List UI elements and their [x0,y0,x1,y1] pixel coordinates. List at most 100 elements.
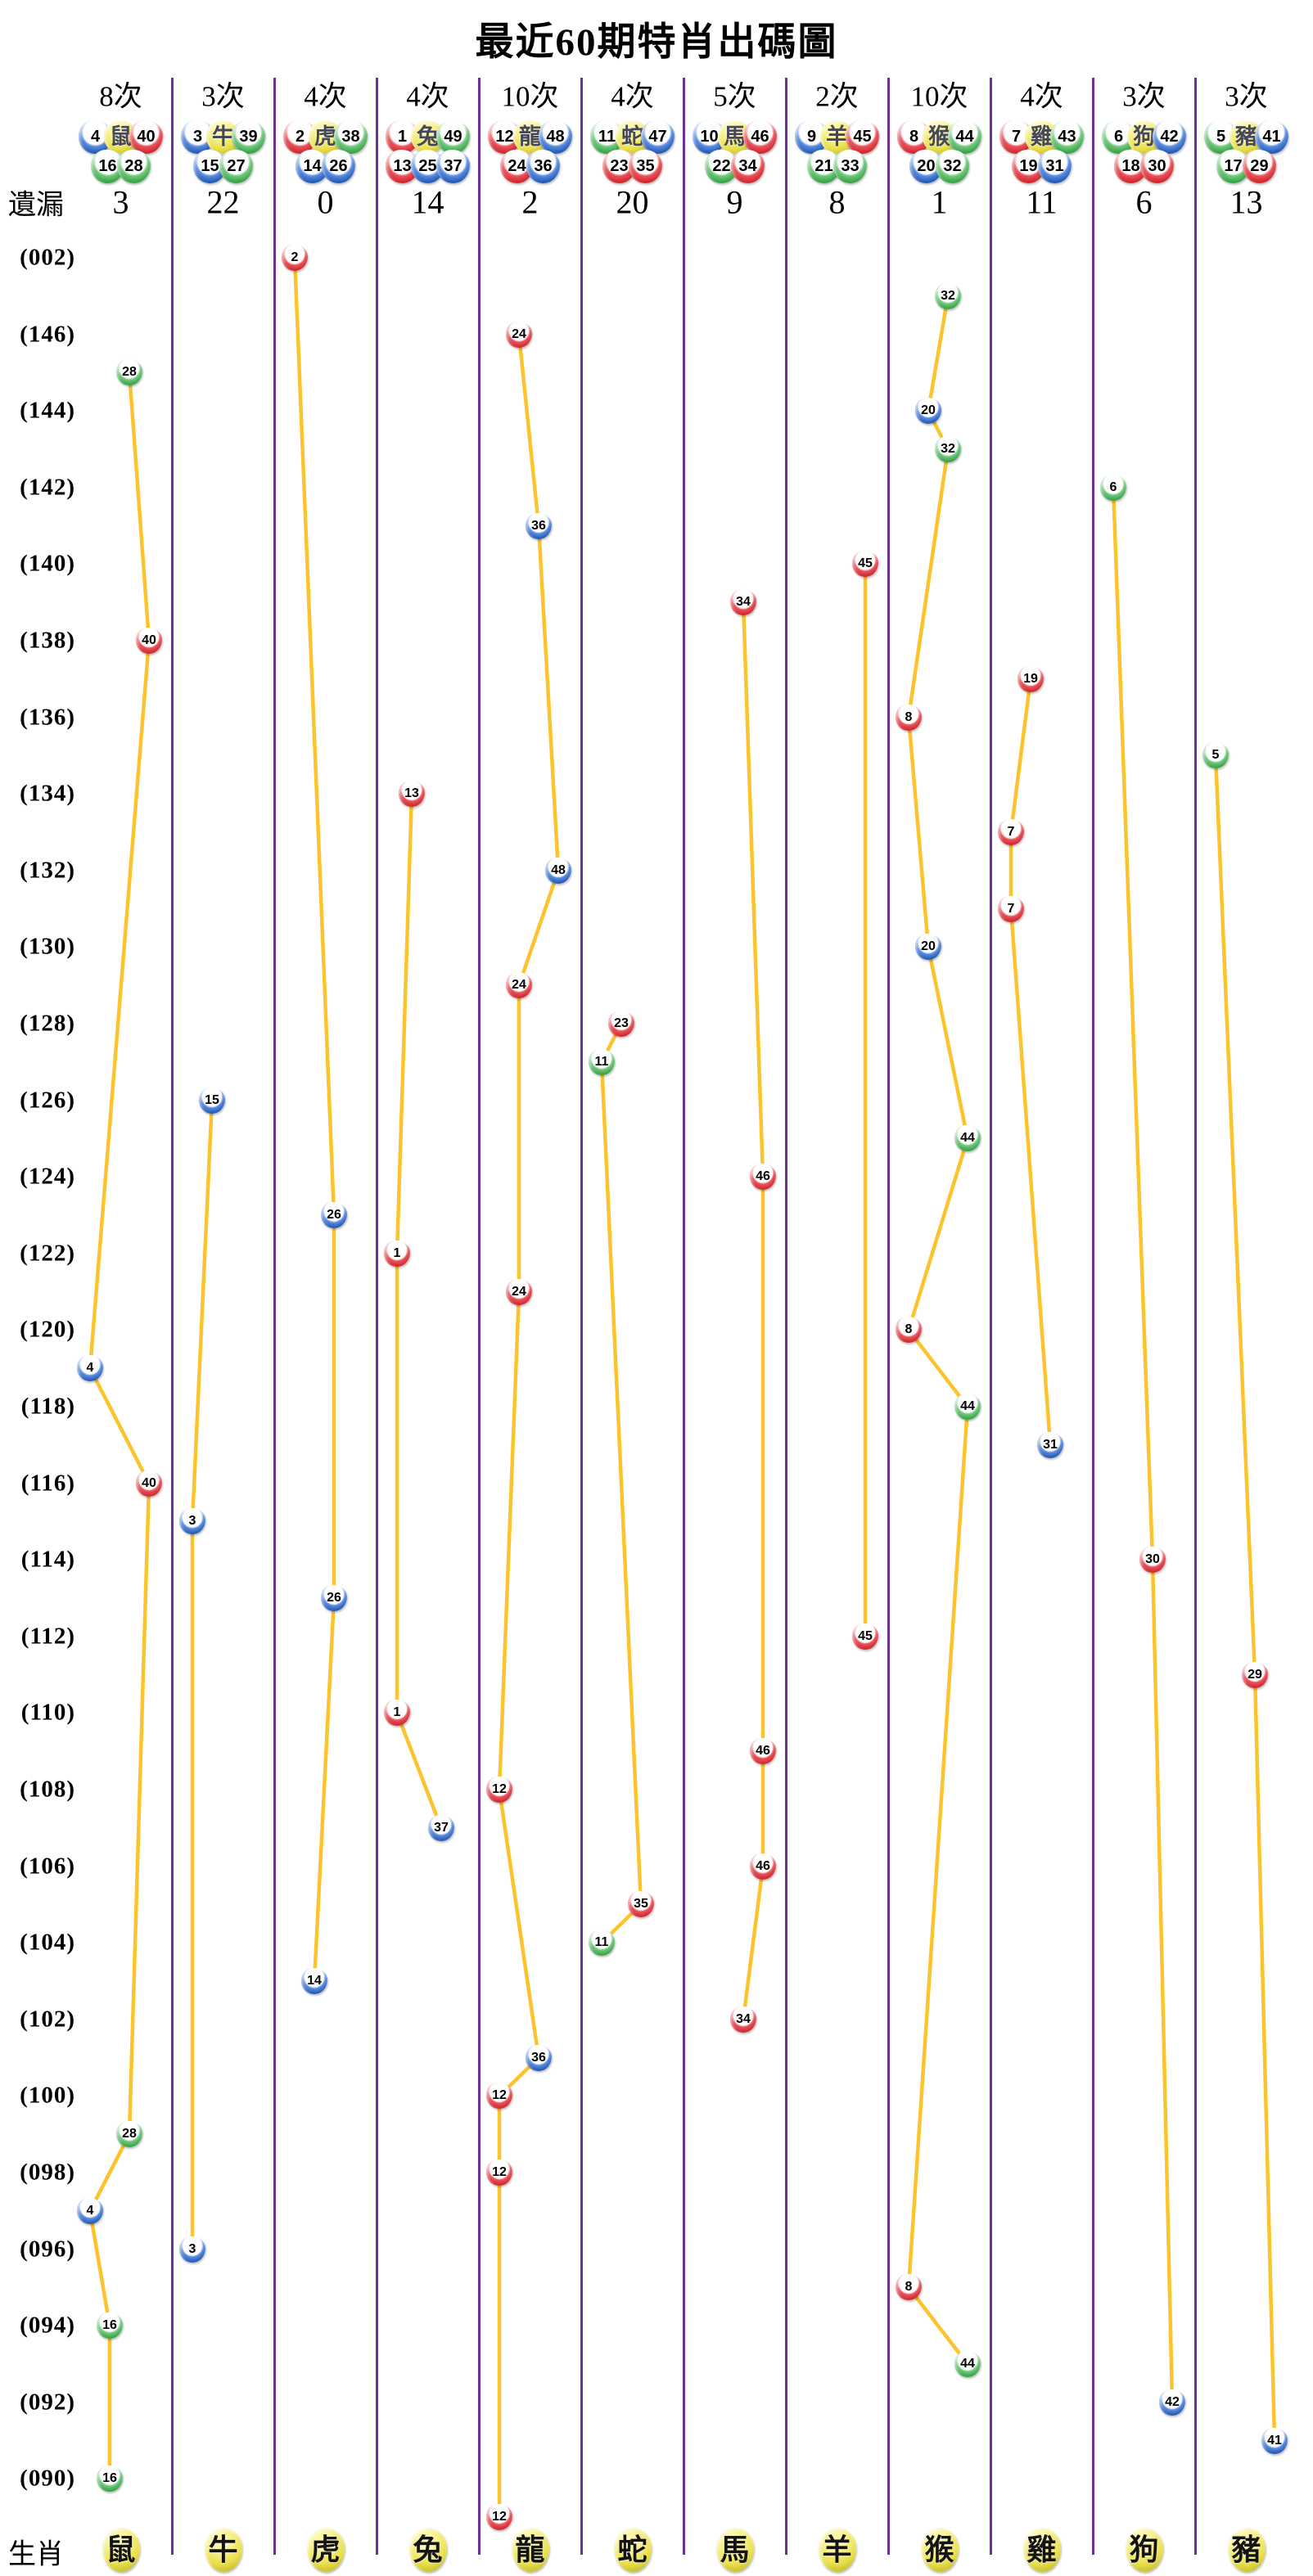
period-label: (140) [20,550,75,577]
chart-ball: 26 [321,1585,347,1611]
chart-ball: 16 [97,2313,123,2340]
column-separator [273,78,276,2555]
header-ball: 40 [129,119,163,154]
chart-ball: 31 [1037,1431,1063,1458]
chart-ball: 40 [136,628,162,654]
period-label: (104) [20,1929,75,1956]
chart-ball: 11 [589,1930,615,1957]
chart-ball: 28 [116,359,142,386]
count-label-虎: 4次 [304,80,347,113]
header-ball: 36 [526,149,560,183]
miss-value-馬: 9 [726,183,743,221]
chart-ball: 41 [1261,2427,1288,2454]
trend-line-馬 [741,602,765,2020]
bottom-zodiac-ball-狗: 狗 [1125,2528,1163,2572]
chart-ball: 32 [935,282,961,309]
chart-ball: 40 [136,1470,162,1497]
chart-ball: 14 [301,1968,327,1994]
column-separator [376,78,378,2555]
chart-ball: 1 [384,1240,410,1267]
trend-line-虎 [292,257,336,1982]
chart-ball: 35 [628,1891,654,1918]
header-ball: 41 [1255,119,1288,154]
miss-row-label: 遺漏 [8,190,64,221]
trend-line-牛 [190,1100,214,2249]
zodiac-row-label: 生肖 [8,2539,64,2570]
column-separator [683,78,685,2555]
chart-ball: 3 [179,1508,205,1535]
chart-ball: 28 [116,2121,142,2148]
period-label: (114) [20,1546,75,1573]
chart-ball: 3 [179,2236,205,2263]
trend-line-兔 [395,794,444,1829]
miss-value-牛: 22 [206,183,240,221]
trend-line-豬 [1213,755,1277,2441]
chart-ball: 12 [486,2083,512,2110]
period-label: (092) [20,2389,75,2416]
bottom-zodiac-ball-馬: 馬 [715,2528,754,2572]
period-label: (132) [20,857,75,884]
miss-value-猴: 1 [931,183,948,221]
chart-ball: 12 [486,2159,512,2186]
header-ball: 45 [846,119,879,154]
count-label-馬: 5次 [713,80,756,113]
header-ball: 27 [219,149,253,183]
period-label: (116) [20,1470,75,1497]
header-ball: 30 [1140,149,1174,183]
chart-ball: 13 [399,781,425,808]
header-ball: 34 [731,149,765,183]
bottom-zodiac-ball-兔: 兔 [408,2528,447,2572]
chart-ball: 15 [199,1087,225,1114]
miss-value-龍: 2 [521,183,539,221]
chart-ball: 46 [750,1853,776,1880]
period-label: (142) [20,474,75,501]
miss-value-虎: 0 [317,183,334,221]
chart-ball: 4 [77,1355,103,1382]
period-label: (136) [20,704,75,731]
header-ball: 44 [948,119,981,154]
miss-value-豬: 13 [1230,183,1263,221]
header-ball: 19 [1012,149,1045,183]
chart-ball: 37 [428,1814,454,1841]
chart-ball: 2 [282,245,308,271]
trend-line-猴 [906,295,970,2366]
chart-ball: 7 [998,895,1024,922]
header-ball: 49 [436,119,470,154]
count-label-猴: 10次 [910,80,968,113]
chart-ball: 20 [915,398,941,425]
chart-ball: 8 [896,1317,922,1344]
bottom-zodiac-ball-鼠: 鼠 [102,2528,140,2572]
bottom-zodiac-ball-羊: 羊 [818,2528,856,2572]
header-zodiac-ball-鼠: 鼠 [104,119,138,154]
chart-ball: 23 [608,1011,634,1037]
header-ball: 26 [322,149,355,183]
column-separator [785,78,787,2555]
period-label: (094) [20,2312,75,2339]
header-ball: 46 [743,119,777,154]
count-label-兔: 4次 [406,80,449,113]
header-ball: 32 [936,149,969,183]
count-label-龍: 10次 [501,80,559,113]
period-label: (118) [20,1393,75,1420]
header-ball: 38 [334,119,368,154]
count-label-狗: 3次 [1122,80,1166,113]
column-separator [1092,78,1094,2555]
bottom-zodiac-ball-蛇: 蛇 [613,2528,652,2572]
chart-ball: 29 [1242,1661,1268,1688]
chart-ball: 32 [935,436,961,462]
column-separator [478,78,481,2555]
header-ball: 42 [1153,119,1186,154]
chart-ball: 4 [77,2197,103,2224]
trend-line-鼠 [88,372,151,2479]
chart-ball: 5 [1202,742,1229,769]
trend-line-龍 [497,334,561,2518]
period-label: (146) [20,321,75,348]
chart-ball: 44 [954,1125,981,1152]
header-ball: 37 [436,149,470,183]
chart-ball: 46 [750,1738,776,1765]
period-label: (100) [20,2082,75,2109]
trend-line-狗 [1111,487,1175,2403]
header-ball: 24 [500,149,534,183]
